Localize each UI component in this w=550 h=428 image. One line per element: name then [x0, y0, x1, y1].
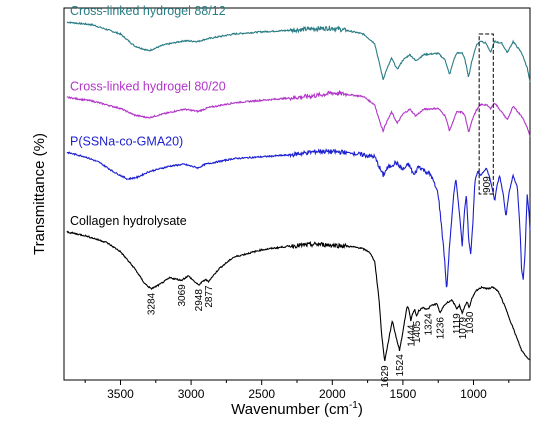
peak-label: 1079	[458, 317, 469, 340]
peak-label: 1030	[465, 311, 476, 334]
peak-label: 2877	[204, 285, 215, 308]
highlight-region	[478, 33, 494, 195]
x-axis-title-main: Wavenumber (cm	[231, 401, 349, 418]
x-tick-label: 3000	[178, 387, 205, 401]
x-tick-label: 2500	[248, 387, 275, 401]
x-axis-title-tail: )	[358, 401, 363, 418]
peak-label: 1119	[452, 313, 463, 334]
peak-label: 1524	[395, 354, 406, 377]
peak-label: 1629	[380, 365, 391, 388]
series-line	[66, 89, 531, 137]
x-axis-title-sup: -1	[349, 400, 358, 411]
x-tick-label: 1000	[460, 387, 487, 401]
x-axis-ticks: 3500 3000 2500 2000 1500 1000	[84, 380, 510, 401]
series-label: Cross-linked hydrogel 80/20	[70, 79, 226, 93]
y-axis-title: Transmittance (%)	[31, 133, 48, 255]
peak-label: 909	[482, 176, 493, 193]
peak-label: 1236	[436, 317, 447, 340]
peak-label: 1405	[412, 320, 423, 343]
peak-label: 3284	[147, 292, 158, 315]
x-axis-title: Wavenumber (cm-1)	[231, 400, 363, 418]
series-line	[66, 147, 531, 288]
x-tick-label: 3500	[107, 387, 134, 401]
x-tick-label: 1500	[390, 387, 417, 401]
peak-label: 2948	[194, 289, 205, 312]
series-line	[66, 21, 531, 83]
peak-label: 1444	[406, 324, 417, 347]
series-label: Collagen hydrolysate	[70, 214, 187, 228]
series-label: Cross-linked hydrogel 88/12	[70, 4, 226, 18]
series-layer	[66, 21, 531, 361]
series-line	[66, 230, 531, 361]
series-labels: Cross-linked hydrogel 88/12 Cross-linked …	[70, 4, 226, 228]
x-tick-label: 2000	[319, 387, 346, 401]
peak-label: 3069	[177, 284, 188, 307]
peak-label: 1324	[423, 313, 434, 336]
series-label: P(SSNa-co-GMA20)	[70, 134, 183, 148]
